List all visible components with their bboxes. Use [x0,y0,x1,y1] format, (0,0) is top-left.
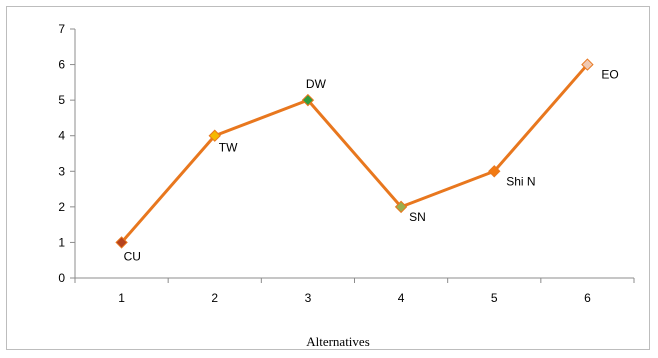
y-tick-label: 3 [58,164,65,178]
x-tick-label: 5 [491,291,498,305]
x-tick-label: 4 [398,291,405,305]
data-point-label: CU [124,249,141,263]
y-tick-label: 4 [58,129,65,143]
series-markers [115,58,594,249]
chart-frame [6,6,650,350]
data-point-marker [581,58,594,71]
x-axis-title: Alternatives [306,334,370,349]
y-tick-label: 1 [58,235,65,249]
y-tick-label: 2 [58,200,65,214]
data-point-label: TW [219,141,238,155]
x-tick-label: 1 [118,291,125,305]
y-tick-label: 7 [58,22,65,36]
x-axis-ticks: 1 2 3 4 5 6 [74,278,635,305]
data-point-marker [488,165,501,178]
x-tick-label: 6 [584,291,591,305]
data-point-marker [301,93,315,107]
data-point-label: SN [409,210,426,224]
y-tick-label: 5 [58,93,65,107]
y-tick-label: 6 [58,58,65,72]
data-point-marker [208,129,221,142]
x-tick-label: 3 [305,291,312,305]
data-point-marker [394,200,408,214]
data-point-marker [115,236,128,249]
series-polyline [120,63,589,244]
y-axis-ticks: 0 1 2 3 4 5 6 7 [58,22,75,285]
data-point-label: DW [306,77,327,91]
point-labels: CU TW DW SN Shi N EO [124,68,619,264]
data-point-label: Shi N [506,174,535,188]
y-tick-label: 0 [58,271,65,285]
x-tick-label: 2 [211,291,218,305]
series-line [120,63,589,244]
data-point-label: EO [601,68,618,82]
